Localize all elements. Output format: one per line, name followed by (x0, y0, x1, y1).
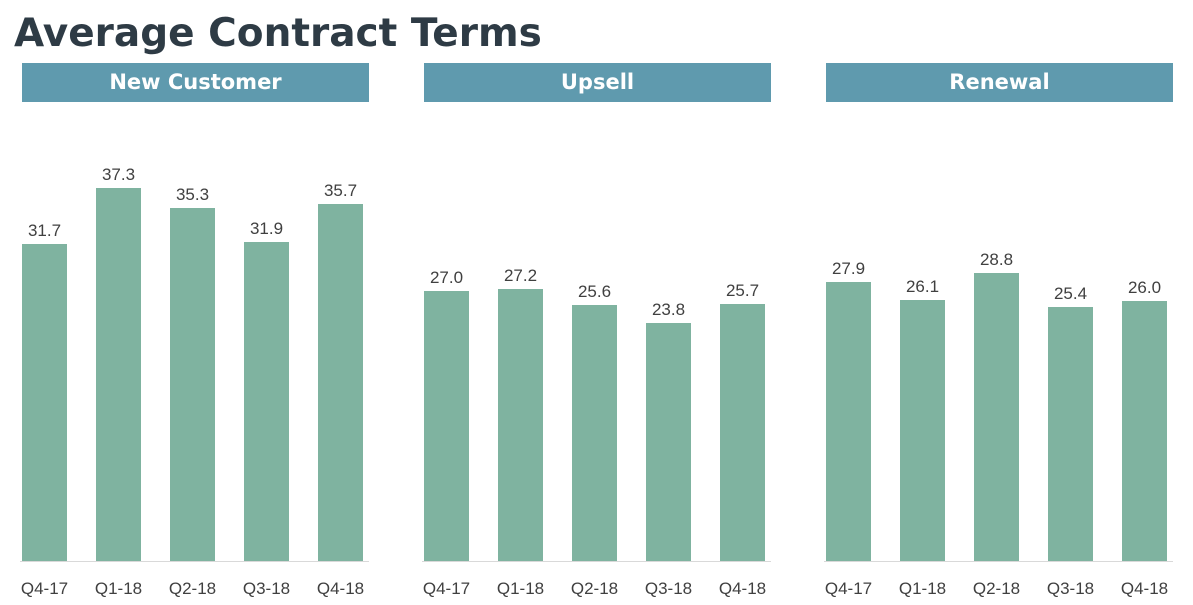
x-tick-label: Q1-18 (899, 579, 946, 598)
x-tick-label: Q3-18 (645, 579, 692, 598)
x-tick-label: Q3-18 (243, 579, 290, 598)
bar-chart-renewal: 27.9 Q4-17 26.1 Q1-18 28.8 Q2-18 25.4 Q3-18 26.0… (824, 250, 1173, 598)
data-label: 27.0 (430, 268, 463, 287)
data-label: 26.0 (1128, 278, 1161, 297)
x-tick-label: Q3-18 (1047, 579, 1094, 598)
bar-chart-upsell: 27.0 Q4-17 27.2 Q1-18 25.6 Q2-18 23.8 Q3-18 25.7… (422, 266, 771, 598)
bar-q4-18 (720, 304, 765, 561)
bar-q1-18 (96, 188, 141, 561)
bar-q4-18 (1122, 301, 1167, 561)
data-label: 35.3 (176, 185, 209, 204)
data-label: 26.1 (906, 277, 939, 296)
data-label: 28.8 (980, 250, 1013, 269)
x-tick-label: Q1-18 (95, 579, 142, 598)
bar-q3-18 (1048, 307, 1093, 561)
chart-title: New Customer (22, 63, 369, 102)
bar-q4-18 (318, 204, 363, 561)
data-label: 27.9 (832, 259, 865, 278)
bar-q2-18 (974, 273, 1019, 561)
bar-q2-18 (170, 208, 215, 561)
page-title: Average Contract Terms (14, 11, 542, 56)
data-label: 23.8 (652, 300, 685, 319)
data-label: 25.7 (726, 281, 759, 300)
x-tick-label: Q2-18 (169, 579, 216, 598)
chart-panel-upsell: Upsell 27.0 Q4-17 27.2 Q1-18 25.6 Q2-18 23.8 Q3… (422, 63, 771, 603)
x-tick-label: Q4-17 (21, 579, 68, 598)
chart-title: Upsell (424, 63, 771, 102)
chart-panel-renewal: Renewal 27.9 Q4-17 26.1 Q1-18 28.8 Q2-18 25.4 Q… (824, 63, 1173, 603)
bar-chart-new-customer: 31.7 Q4-17 37.3 Q1-18 35.3 Q2-18 31.9 Q3-18 35.7… (20, 165, 369, 598)
data-label: 35.7 (324, 181, 357, 200)
data-label: 31.7 (28, 221, 61, 240)
data-label: 27.2 (504, 266, 537, 285)
data-label: 31.9 (250, 219, 283, 238)
x-tick-label: Q1-18 (497, 579, 544, 598)
bar-q1-18 (498, 289, 543, 561)
x-tick-label: Q2-18 (973, 579, 1020, 598)
x-tick-label: Q4-18 (317, 579, 364, 598)
bar-q2-18 (572, 305, 617, 561)
bar-q3-18 (646, 323, 691, 561)
x-tick-label: Q4-17 (825, 579, 872, 598)
data-label: 37.3 (102, 165, 135, 184)
x-tick-label: Q2-18 (571, 579, 618, 598)
x-tick-label: Q4-18 (1121, 579, 1168, 598)
bar-q4-17 (424, 291, 469, 561)
chart-panel-new-customer: New Customer 31.7 Q4-17 37.3 Q1-18 35.3 Q2-18… (20, 63, 369, 603)
data-label: 25.4 (1054, 284, 1087, 303)
bar-q1-18 (900, 300, 945, 561)
bar-q3-18 (244, 242, 289, 561)
x-tick-label: Q4-17 (423, 579, 470, 598)
bar-q4-17 (826, 282, 871, 561)
chart-title: Renewal (826, 63, 1173, 102)
x-tick-label: Q4-18 (719, 579, 766, 598)
data-label: 25.6 (578, 282, 611, 301)
bar-q4-17 (22, 244, 67, 561)
